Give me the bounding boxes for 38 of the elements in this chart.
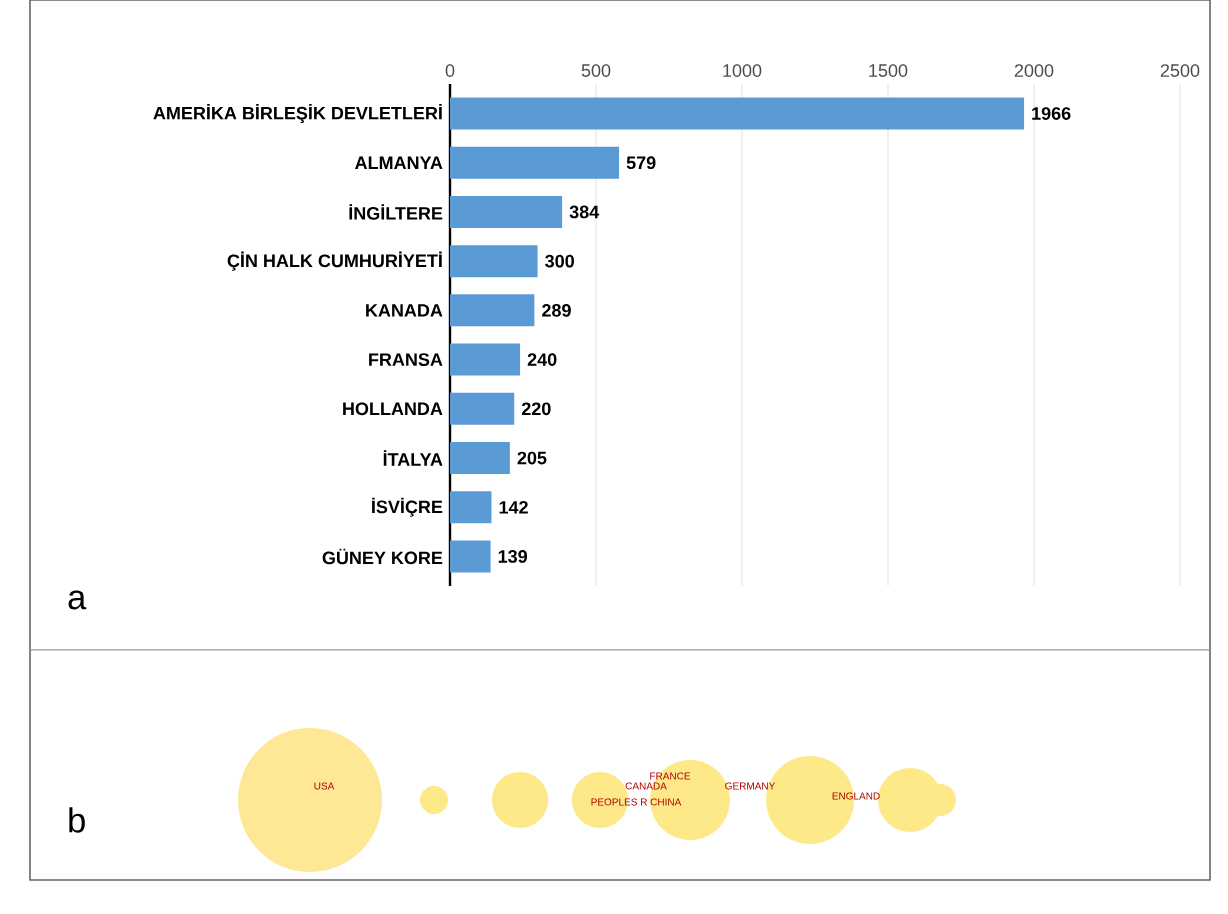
data-label: 139 [498, 550, 528, 563]
data-label: 220 [521, 402, 551, 416]
y-tick-label: ÇİN HALK CUMHURİYETİ [227, 251, 442, 271]
data-label: 384 [569, 205, 600, 219]
data-label: 300 [545, 254, 574, 268]
y-tick-label: FRANSA [369, 353, 443, 366]
y-tick-label: İNGİLTERE [349, 204, 443, 220]
bar [450, 146, 620, 179]
y-tick-label: HOLLANDA [343, 402, 443, 416]
bar [450, 294, 535, 327]
bar [450, 245, 538, 278]
x-tick-label: 2500 [1160, 64, 1200, 77]
data-label: 205 [517, 451, 547, 465]
bar [450, 97, 1025, 130]
x-tick-label: 500 [581, 64, 611, 77]
data-label: 289 [542, 303, 571, 317]
bar [450, 195, 563, 228]
bar [450, 343, 521, 376]
text: a [68, 590, 87, 610]
y-tick-label: GÜNEY KORE [322, 548, 443, 565]
y-tick-label: ALMANYA [355, 156, 443, 169]
y-tick-label: KANADA [366, 304, 443, 317]
text: b [69, 807, 85, 833]
bar [450, 442, 510, 475]
data-label: 579 [626, 156, 656, 170]
y-tick-label: İSVİÇRE [372, 497, 443, 517]
y-tick-label: İTALYA [383, 450, 443, 466]
bar [450, 392, 515, 425]
x-tick-label: 1500 [869, 64, 908, 77]
data-label: 240 [527, 353, 557, 366]
x-tick-label: 2000 [1014, 64, 1054, 77]
x-tick-label: 1000 [723, 64, 762, 77]
bar [450, 540, 491, 573]
bar [450, 491, 492, 524]
x-tick-label: 0 [445, 64, 455, 77]
data-label: 142 [499, 500, 528, 514]
y-tick-label: AMERİKA BİRLEŞİK DEVLETLERİ [153, 103, 442, 124]
data-label: 1966 [1032, 107, 1071, 120]
